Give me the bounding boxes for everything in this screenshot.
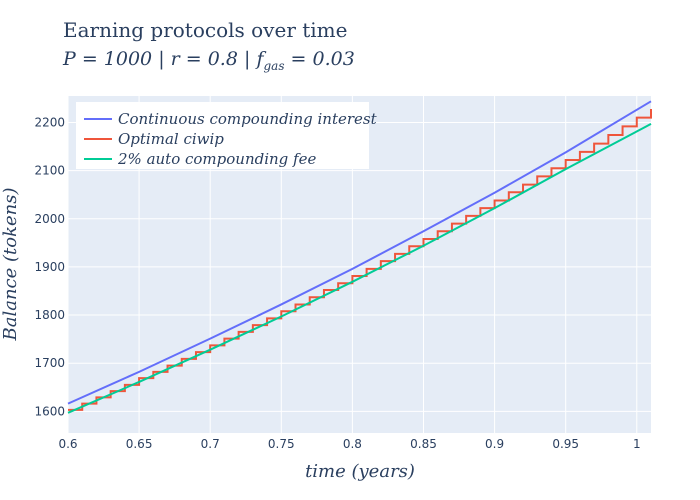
x-axis-title: time (years) [305,461,415,482]
subtitle-f: f [256,48,264,70]
x-tick-label: 0.75 [268,437,295,451]
legend: Continuous compounding interest Optimal c… [76,102,378,169]
series-line-3 [67,123,652,414]
y-tick-label: 1700 [34,356,65,370]
x-tick-label: 0.65 [126,437,153,451]
subtitle-sep-2: | [244,48,251,70]
x-tick-label: 0.85 [410,437,437,451]
y-tick-label: 1900 [34,260,65,274]
subtitle-sep-1: | [158,48,165,70]
x-tick-label: 0.8 [343,437,362,451]
x-tick-label: 1 [633,437,641,451]
legend-label-1: Continuous compounding interest [118,110,378,128]
x-tick-label: 0.9 [485,437,504,451]
subtitle-f-val: = 0.03 [290,48,355,70]
x-tick-label: 0.6 [58,437,77,451]
y-tick-label: 1800 [34,308,65,322]
y-tick-label: 2100 [34,164,65,178]
y-axis-title: Balance (tokens) [0,188,21,342]
legend-label-3: 2% auto compounding fee [117,150,316,168]
series-line-1 [67,100,652,405]
y-tick-label: 2200 [34,115,65,129]
legend-box [76,102,369,169]
chart-title-block: Earning protocols over time P = 1000 | r… [63,17,355,80]
y-axis-ticks: 1600 1700 1800 1900 2000 2100 2200 [34,115,65,418]
legend-label-2: Optimal ciwip [118,130,224,148]
subtitle-f-sub: gas [263,58,285,73]
subtitle-p: P = 1000 [63,48,153,70]
subtitle-r: r = 0.8 [170,48,238,70]
series-layer [67,100,652,414]
series-line-2 [68,108,652,411]
chart-subtitle: P = 1000 | r = 0.8 | fgas = 0.03 [63,45,355,80]
x-axis-ticks: 0.6 0.65 0.7 0.75 0.8 0.85 0.9 0.95 1 [58,437,640,451]
y-tick-label: 2000 [34,212,65,226]
y-tick-label: 1600 [34,404,65,418]
x-tick-label: 0.7 [201,437,220,451]
chart-title: Earning protocols over time [63,18,348,42]
x-tick-label: 0.95 [552,437,579,451]
